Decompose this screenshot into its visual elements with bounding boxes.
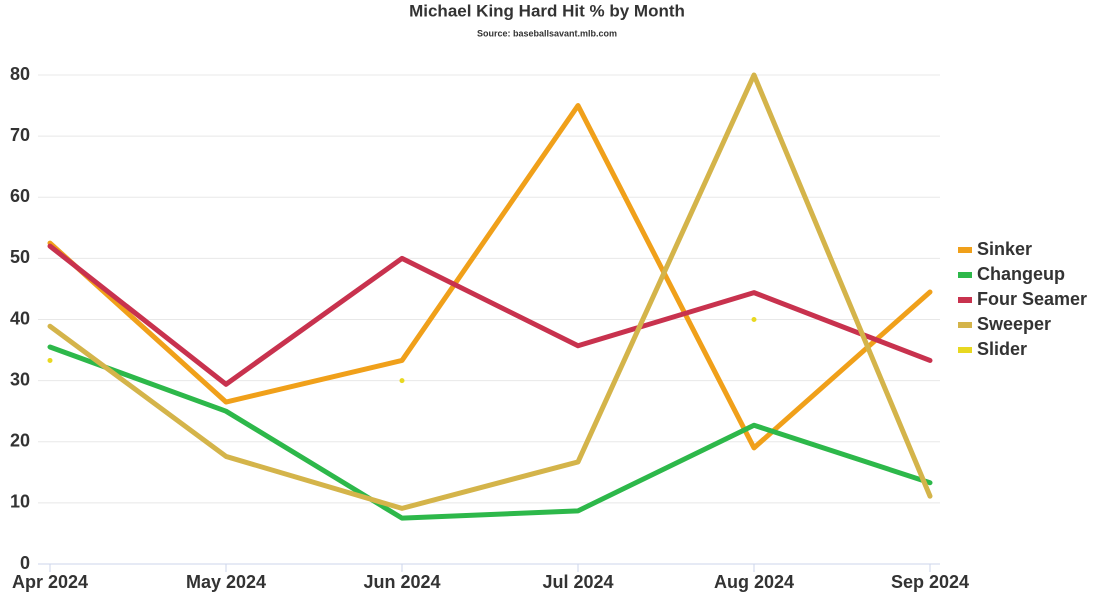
series-line bbox=[47, 72, 933, 511]
y-tick-label: 80 bbox=[10, 64, 30, 84]
legend-swatch bbox=[958, 247, 972, 253]
x-tick-label: Sep 2024 bbox=[891, 572, 969, 592]
legend-label: Four Seamer bbox=[977, 289, 1087, 309]
x-tick-label: Jun 2024 bbox=[363, 572, 440, 592]
legend-label: Changeup bbox=[977, 264, 1065, 284]
legend-swatch bbox=[958, 297, 972, 303]
legend-label: Sweeper bbox=[977, 314, 1051, 334]
legend-label: Slider bbox=[977, 339, 1027, 359]
y-tick-label: 0 bbox=[20, 553, 30, 573]
x-tick-label: Jul 2024 bbox=[542, 572, 613, 592]
legend-swatch bbox=[958, 347, 972, 353]
y-tick-label: 20 bbox=[10, 431, 30, 451]
y-tick-label: 50 bbox=[10, 247, 30, 267]
y-tick-label: 70 bbox=[10, 125, 30, 145]
series-line bbox=[47, 243, 933, 387]
series-line bbox=[47, 317, 757, 384]
chart-subtitle: Source: baseballsavant.mlb.com bbox=[477, 28, 617, 38]
chart-title: Michael King Hard Hit % by Month bbox=[409, 1, 685, 20]
y-tick-label: 10 bbox=[10, 492, 30, 512]
x-tick-label: Aug 2024 bbox=[714, 572, 794, 592]
legend-swatch bbox=[958, 272, 972, 278]
y-tick-label: 60 bbox=[10, 186, 30, 206]
legend-label: Sinker bbox=[977, 239, 1032, 259]
legend-swatch bbox=[958, 322, 972, 328]
x-tick-label: May 2024 bbox=[186, 572, 266, 592]
series-line bbox=[47, 103, 933, 451]
y-tick-label: 30 bbox=[10, 369, 30, 389]
y-tick-label: 40 bbox=[10, 308, 30, 328]
x-tick-label: Apr 2024 bbox=[12, 572, 88, 592]
series-line bbox=[47, 344, 933, 521]
